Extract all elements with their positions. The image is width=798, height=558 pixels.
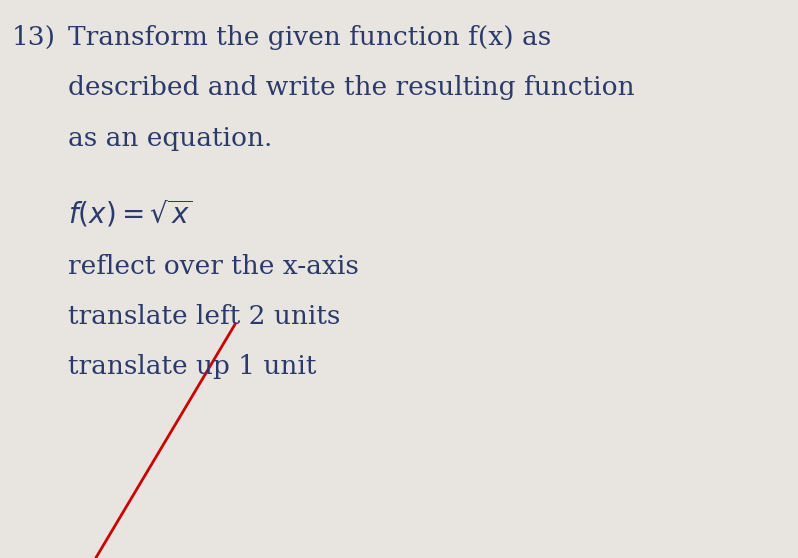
Text: translate up 1 unit: translate up 1 unit — [68, 354, 316, 379]
Text: Transform the given function f(x) as: Transform the given function f(x) as — [68, 25, 551, 50]
Text: described and write the resulting function: described and write the resulting functi… — [68, 75, 634, 100]
Text: translate left 2 units: translate left 2 units — [68, 304, 340, 329]
Text: as an equation.: as an equation. — [68, 126, 272, 151]
Text: reflect over the x-axis: reflect over the x-axis — [68, 254, 359, 279]
Text: 13): 13) — [12, 25, 56, 50]
Text: $f(x) =\sqrt{x}$: $f(x) =\sqrt{x}$ — [68, 198, 193, 230]
